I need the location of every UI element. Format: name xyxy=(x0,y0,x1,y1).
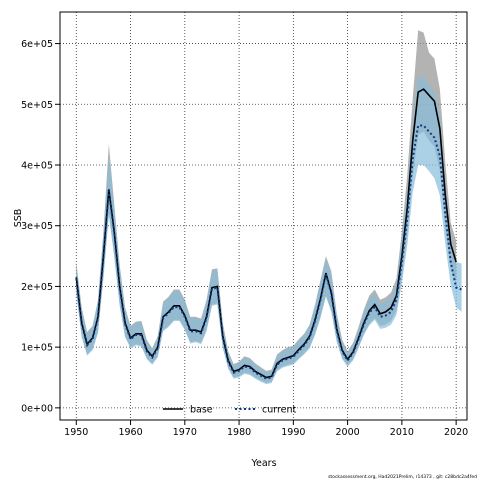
x-tick-label: 2010 xyxy=(390,427,414,438)
plot-frame xyxy=(59,11,468,421)
legend-label-base: base xyxy=(190,405,213,416)
x-tick-label: 2020 xyxy=(444,427,468,438)
series-line-current xyxy=(75,124,462,380)
series-line-base xyxy=(75,88,457,379)
y-tick-label: 5e+05 xyxy=(21,100,53,111)
y-tick-label: 0e+00 xyxy=(21,403,53,414)
confidence-bands xyxy=(76,30,462,385)
x-tick-label: 1990 xyxy=(281,427,305,438)
x-tick-label: 1980 xyxy=(227,427,251,438)
x-tick-label: 1970 xyxy=(173,427,197,438)
x-axis-title: Years xyxy=(250,458,276,469)
x-tick-label: 1950 xyxy=(64,427,88,438)
series-lines xyxy=(75,88,462,380)
y-axis-title: SSB xyxy=(13,209,24,228)
legend: base current xyxy=(163,405,297,416)
x-tick-label: 1960 xyxy=(118,427,142,438)
y-tick-label: 3e+05 xyxy=(21,221,53,232)
y-tick-label: 4e+05 xyxy=(21,161,53,172)
x-axis: 1950 1960 1970 1980 1990 2000 2010 2020 xyxy=(64,420,468,438)
footer-note: stockassessment.org, Had2021Prelim, r143… xyxy=(328,474,477,480)
y-tick-label: 6e+05 xyxy=(21,39,53,50)
y-tick-label: 2e+05 xyxy=(21,282,53,293)
confidence-band-current xyxy=(76,76,462,385)
x-tick-label: 2000 xyxy=(336,427,360,438)
legend-label-current: current xyxy=(262,405,297,416)
y-tick-label: 1e+05 xyxy=(21,343,53,354)
y-axis: 0e+00 1e+05 2e+05 3e+05 4e+05 5e+05 6e+05 xyxy=(21,39,60,414)
